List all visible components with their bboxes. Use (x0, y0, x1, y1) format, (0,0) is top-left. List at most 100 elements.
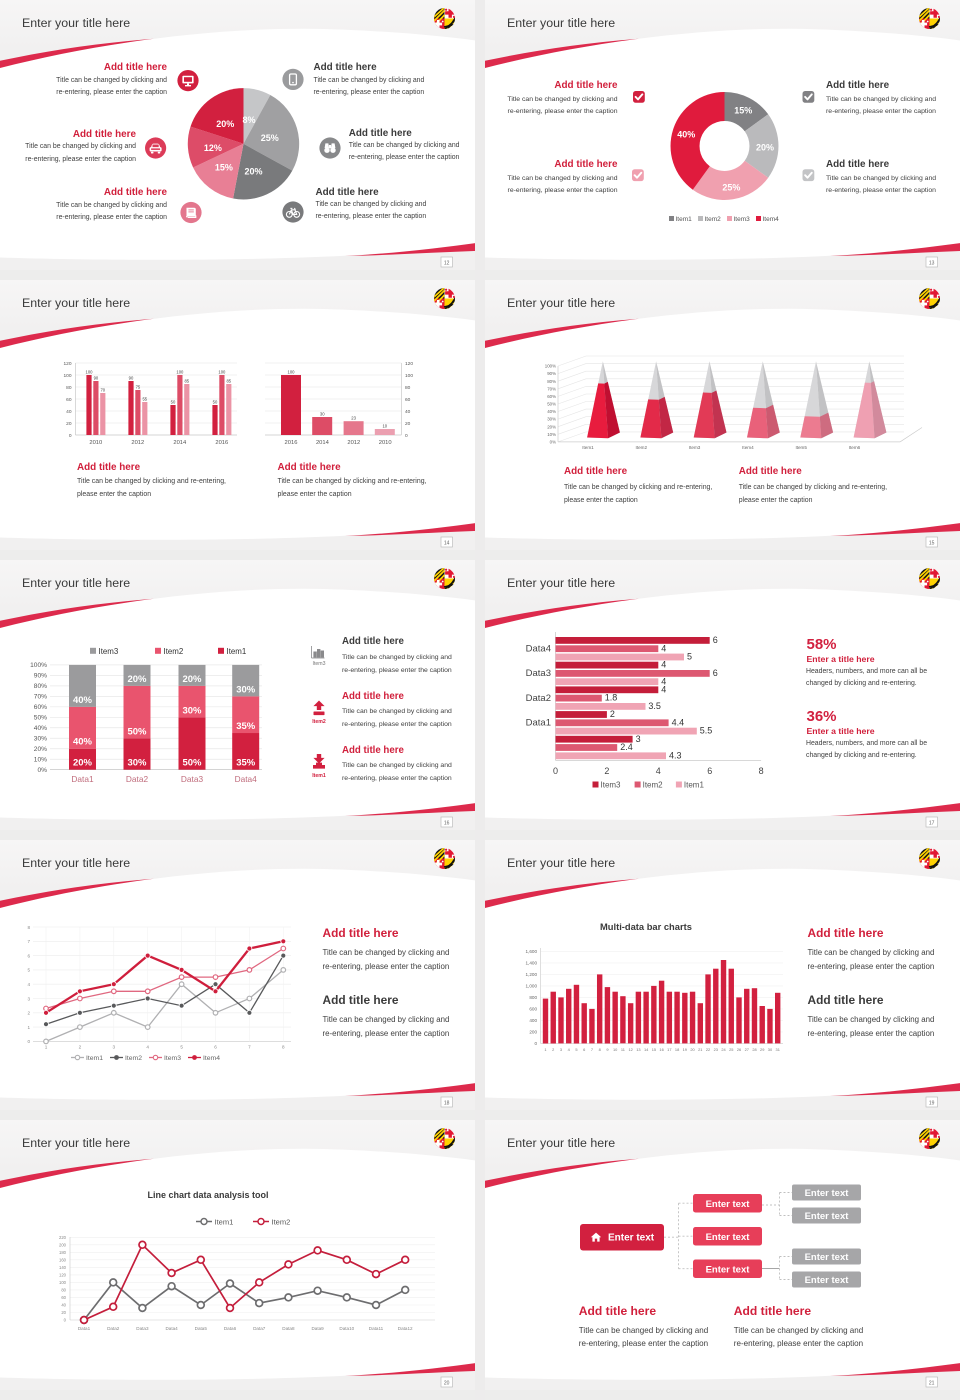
svg-text:6: 6 (583, 1047, 585, 1052)
svg-text:12: 12 (444, 261, 450, 267)
svg-text:Item3: Item3 (164, 1055, 181, 1062)
svg-text:50%: 50% (547, 402, 556, 407)
svg-text:3: 3 (560, 1047, 562, 1052)
svg-text:Item2: Item2 (705, 216, 722, 223)
svg-text:20: 20 (444, 1381, 450, 1387)
svg-text:20%: 20% (547, 424, 556, 429)
svg-text:4: 4 (568, 1047, 571, 1052)
svg-text:30%: 30% (547, 417, 556, 422)
svg-text:Item4: Item4 (763, 216, 780, 223)
svg-text:1.8: 1.8 (605, 693, 618, 703)
svg-text:18: 18 (675, 1047, 679, 1052)
svg-text:100: 100 (86, 370, 94, 375)
svg-text:Enter text: Enter text (805, 1252, 850, 1263)
svg-text:5: 5 (687, 652, 692, 662)
svg-text:80%: 80% (547, 379, 556, 384)
svg-text:2012: 2012 (131, 440, 144, 446)
svg-text:9: 9 (606, 1047, 608, 1052)
svg-text:60%: 60% (547, 394, 556, 399)
svg-text:25%: 25% (722, 182, 740, 192)
svg-text:80: 80 (61, 1288, 66, 1293)
svg-text:15%: 15% (215, 163, 233, 173)
svg-text:50%: 50% (182, 758, 202, 769)
svg-text:100: 100 (59, 1280, 67, 1285)
svg-text:Item5: Item5 (795, 445, 807, 450)
svg-text:6: 6 (713, 668, 718, 678)
svg-text:20%: 20% (127, 674, 147, 685)
svg-text:21: 21 (698, 1047, 702, 1052)
svg-text:10%: 10% (34, 756, 47, 763)
svg-text:100: 100 (405, 373, 413, 379)
svg-text:30%: 30% (182, 705, 202, 716)
svg-text:Data3: Data3 (136, 1326, 149, 1331)
svg-text:35%: 35% (236, 721, 256, 732)
svg-text:85: 85 (184, 379, 189, 384)
svg-text:Item3: Item3 (734, 216, 751, 223)
svg-text:8: 8 (759, 766, 764, 776)
svg-text:0: 0 (553, 766, 558, 776)
svg-text:100: 100 (176, 370, 184, 375)
svg-text:Item1: Item1 (312, 773, 326, 779)
svg-text:7: 7 (27, 939, 30, 944)
svg-text:70: 70 (100, 388, 105, 393)
svg-text:Enter text: Enter text (805, 1275, 850, 1286)
svg-text:20: 20 (61, 1310, 66, 1315)
svg-text:20%: 20% (73, 758, 93, 769)
svg-text:Item3: Item3 (601, 780, 622, 789)
svg-text:60: 60 (405, 397, 411, 403)
svg-text:12: 12 (628, 1047, 632, 1052)
svg-text:20: 20 (66, 421, 72, 427)
svg-text:Data6: Data6 (224, 1326, 237, 1331)
svg-text:Data1: Data1 (71, 774, 94, 784)
svg-text:4.3: 4.3 (669, 750, 682, 760)
svg-text:4: 4 (661, 684, 666, 694)
svg-text:3: 3 (27, 996, 30, 1001)
svg-text:2: 2 (552, 1047, 554, 1052)
svg-text:10: 10 (382, 424, 387, 429)
svg-text:4: 4 (27, 982, 30, 987)
svg-text:15: 15 (652, 1047, 656, 1052)
svg-text:31: 31 (776, 1047, 780, 1052)
svg-text:Data3: Data3 (526, 668, 551, 679)
svg-text:Data2: Data2 (526, 693, 551, 704)
svg-text:40: 40 (61, 1303, 66, 1308)
svg-text:200: 200 (59, 1242, 67, 1247)
svg-text:3: 3 (636, 734, 641, 744)
svg-text:30%: 30% (127, 758, 147, 769)
svg-text:20%: 20% (182, 674, 202, 685)
svg-text:70%: 70% (34, 694, 47, 701)
svg-text:20: 20 (690, 1047, 695, 1052)
svg-text:30%: 30% (236, 684, 256, 695)
svg-text:19: 19 (929, 1101, 935, 1107)
svg-text:28: 28 (752, 1047, 756, 1052)
svg-text:50%: 50% (127, 726, 147, 737)
svg-text:4.4: 4.4 (672, 717, 685, 727)
svg-text:21: 21 (929, 1381, 935, 1387)
svg-text:Item2: Item2 (643, 780, 664, 789)
svg-text:180: 180 (59, 1250, 67, 1255)
svg-text:Data1: Data1 (78, 1326, 91, 1331)
svg-text:85: 85 (226, 379, 231, 384)
svg-text:16: 16 (659, 1047, 663, 1052)
svg-text:100%: 100% (30, 662, 47, 669)
svg-text:20%: 20% (244, 167, 262, 177)
svg-text:Item1: Item1 (684, 780, 705, 789)
svg-text:2012: 2012 (347, 440, 360, 446)
svg-text:2016: 2016 (285, 440, 298, 446)
svg-text:Item1: Item1 (582, 445, 594, 450)
svg-text:140: 140 (59, 1265, 67, 1270)
svg-text:6: 6 (713, 635, 718, 645)
svg-text:Data9: Data9 (311, 1326, 324, 1331)
svg-text:3: 3 (113, 1044, 116, 1049)
svg-text:8: 8 (599, 1047, 601, 1052)
svg-text:200: 200 (529, 1030, 537, 1035)
svg-text:Data4: Data4 (165, 1326, 178, 1331)
svg-text:29: 29 (760, 1047, 764, 1052)
svg-text:Data2: Data2 (126, 774, 149, 784)
svg-text:90%: 90% (547, 371, 556, 376)
svg-text:Item1: Item1 (676, 216, 693, 223)
svg-text:2: 2 (604, 766, 609, 776)
svg-text:5.5: 5.5 (700, 726, 713, 736)
svg-text:15: 15 (929, 541, 935, 547)
svg-text:2: 2 (79, 1044, 82, 1049)
